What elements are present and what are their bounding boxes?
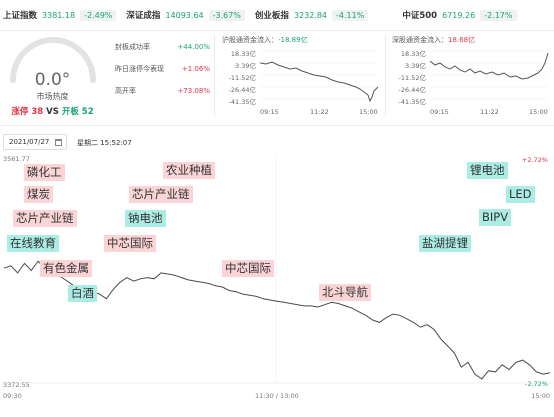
index-name: 中证500	[402, 11, 438, 21]
x-tick: 15:00	[529, 108, 548, 116]
metric-label: 昨日涨停今表现	[115, 65, 164, 73]
index-value: 3381.18	[42, 10, 76, 20]
limit-summary: 涨停 38 VS 开板 52	[0, 105, 105, 117]
topic-tag[interactable]: 芯片产业链	[13, 210, 77, 227]
weekday-time: 星期二 15:52:07	[77, 139, 132, 147]
topic-tag[interactable]: 农业种植	[163, 162, 215, 179]
x-tick: 11:30 / 13:00	[255, 392, 299, 400]
y-max-label: 3561.77	[3, 155, 30, 163]
y-tick: -26.44亿	[228, 86, 256, 94]
hu-flow-value: -18.89亿	[278, 36, 308, 44]
shen-flow-value: 18.68亿	[448, 36, 476, 44]
hu-flow-chart: 沪股通资金流入：-18.89亿 18.33亿 3.39亿 -11.52亿 -26…	[222, 34, 382, 118]
y-tick: -41.35亿	[398, 98, 426, 106]
topic-tag[interactable]: BIPV	[479, 209, 512, 226]
open-count: 52	[81, 107, 94, 117]
index-item-zz500[interactable]: 中证500 6719.26 -2.17%	[402, 9, 517, 21]
metric-label: 封板成功率	[115, 43, 150, 51]
hu-flow-line	[260, 50, 379, 103]
open-label: 开板	[61, 107, 79, 117]
x-tick: 11:22	[310, 108, 329, 116]
metric-value: +1.06%	[181, 65, 210, 73]
index-change: -3.67%	[208, 9, 245, 21]
topic-tag[interactable]: 锂电池	[467, 162, 508, 179]
y-tick: -26.44亿	[398, 86, 426, 94]
y-tick: 3.39亿	[405, 62, 426, 70]
topic-tag[interactable]: 钠电池	[125, 210, 166, 227]
y-tick: 3.39亿	[235, 62, 256, 70]
index-name: 深证成指	[126, 11, 161, 21]
shen-flow-line	[430, 50, 549, 100]
topic-tag[interactable]: 盐湖提锂	[419, 235, 471, 252]
index-change: -2.17%	[480, 9, 517, 21]
y-tick: 18.33亿	[230, 50, 256, 58]
metric-value: +73.08%	[177, 87, 210, 95]
x-tick: 09:15	[430, 108, 449, 116]
y-tick: -41.35亿	[228, 98, 256, 106]
metric-row: 昨日涨停今表现 +1.06%	[115, 58, 210, 80]
y-tick: -11.52亿	[228, 74, 256, 82]
topic-tag[interactable]: 中芯国际	[222, 260, 274, 277]
index-item-sz[interactable]: 深证成指 14093.64 -3.67%	[126, 9, 245, 21]
topic-tag[interactable]: LED	[506, 186, 535, 203]
hu-flow-title: 沪股通资金流入：-18.89亿	[222, 35, 308, 45]
heat-value: 0.0°	[34, 70, 71, 90]
x-tick: 11:22	[480, 108, 499, 116]
shen-flow-title: 深股通资金流入：18.68亿	[392, 35, 475, 45]
y-tick: 18.33亿	[400, 50, 426, 58]
shen-flow-chart: 深股通资金流入：18.68亿 18.33亿 3.39亿 -11.52亿 -26.…	[392, 34, 552, 118]
price-line	[3, 260, 551, 380]
topic-tag[interactable]: 芯片产业链	[129, 186, 193, 203]
limit-up-count: 38	[31, 107, 44, 117]
metric-row: 高开率 +73.08%	[115, 80, 210, 102]
index-value: 14093.64	[165, 10, 204, 20]
y-tick: -11.52亿	[398, 74, 426, 82]
market-heat-panel: 0.0° 市场热度 涨停 38 VS 开板 52	[0, 32, 105, 118]
topic-tag[interactable]: 北斗导航	[319, 284, 371, 301]
topic-tag[interactable]: 煤炭	[24, 186, 53, 203]
metric-row: 封板成功率 +44.00%	[115, 36, 210, 58]
pct-top-label: +2.72%	[521, 156, 548, 164]
x-tick: 09:30	[3, 392, 22, 400]
topic-tag[interactable]: 磷化工	[24, 164, 65, 181]
x-tick: 15:00	[531, 392, 550, 400]
date-value: 2021/07/27	[9, 138, 50, 146]
limit-metrics: 封板成功率 +44.00% 昨日涨停今表现 +1.06% 高开率 +73.08%	[115, 36, 210, 102]
divider	[0, 125, 554, 126]
heat-label: 市场热度	[36, 92, 69, 101]
index-change: -4.11%	[332, 9, 369, 21]
topic-tag[interactable]: 有色金属	[40, 260, 92, 277]
calendar-icon[interactable]	[55, 139, 62, 146]
index-item-sh[interactable]: 上证指数 3381.18 -2.49%	[3, 9, 117, 21]
divider	[214, 34, 215, 116]
intraday-chart: 3561.77 3372.55 +2.72% -2.72% 09:30 11:3…	[0, 152, 554, 417]
y-min-label: 3372.55	[3, 381, 30, 389]
topic-tag[interactable]: 白酒	[68, 285, 97, 302]
x-tick: 15:00	[359, 108, 378, 116]
heat-gauge	[10, 37, 96, 83]
index-change: -2.49%	[80, 9, 117, 21]
limit-up-label: 涨停	[11, 107, 29, 117]
index-name: 上证指数	[3, 11, 38, 21]
x-tick: 09:15	[260, 108, 279, 116]
date-picker[interactable]: 2021/07/27	[3, 134, 67, 150]
divider	[0, 30, 554, 31]
hu-flow-label: 沪股通资金流入：	[222, 36, 278, 44]
index-name: 创业板指	[254, 11, 289, 21]
index-bar: 上证指数 3381.18 -2.49% 深证成指 14093.64 -3.67%…	[0, 0, 554, 30]
index-item-cyb[interactable]: 创业板指 3232.84 -4.11%	[254, 9, 369, 21]
topic-tag[interactable]: 中芯国际	[104, 235, 156, 252]
pct-bottom-label: -2.72%	[525, 380, 548, 388]
topic-tag[interactable]: 在线教育	[7, 235, 59, 252]
metric-label: 高开率	[115, 87, 136, 95]
vs-label: VS	[46, 107, 59, 117]
shen-flow-label: 深股通资金流入：	[392, 36, 448, 44]
index-value: 6719.26	[442, 10, 476, 20]
index-value: 3232.84	[293, 10, 328, 20]
metric-value: +44.00%	[177, 43, 210, 51]
divider	[385, 34, 386, 116]
